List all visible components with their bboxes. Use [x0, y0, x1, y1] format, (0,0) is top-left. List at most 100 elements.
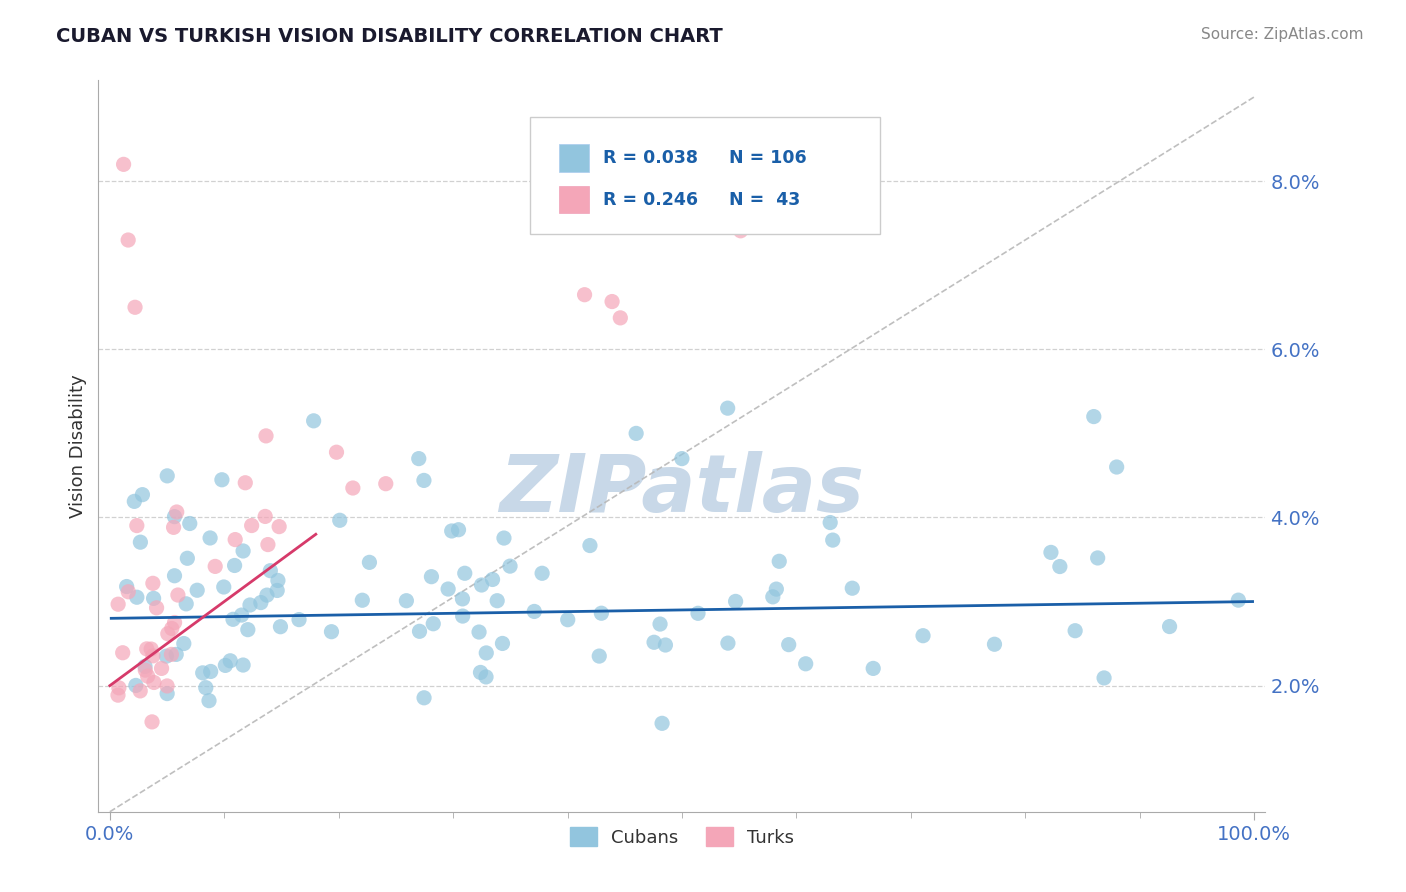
Point: [765, 582, 787, 596]
Point: [131, 488, 153, 502]
Point: [359, 555, 381, 569]
Point: [166, 505, 188, 519]
Point: [1227, 593, 1250, 607]
Text: ZIPatlas: ZIPatlas: [499, 450, 865, 529]
Point: [408, 624, 430, 639]
Point: [135, 641, 157, 656]
Point: [224, 533, 246, 547]
Point: [160, 648, 183, 662]
Point: [1049, 559, 1071, 574]
Point: [134, 659, 156, 673]
Point: [232, 658, 254, 673]
Point: [768, 554, 790, 568]
Point: [174, 597, 197, 611]
Point: [224, 558, 246, 573]
Point: [115, 580, 138, 594]
Point: [267, 574, 290, 588]
Point: [212, 580, 235, 594]
Point: [413, 474, 436, 488]
Point: [447, 523, 470, 537]
Point: [557, 613, 579, 627]
Point: [108, 681, 131, 695]
Point: [600, 294, 623, 309]
Point: [167, 588, 190, 602]
Point: [579, 539, 602, 553]
Point: [821, 533, 844, 547]
Point: [125, 678, 148, 692]
Point: [451, 591, 474, 606]
Point: [124, 494, 146, 508]
Point: [591, 606, 613, 620]
Point: [236, 623, 259, 637]
Point: [413, 690, 436, 705]
Point: [139, 642, 162, 657]
Text: Source: ZipAtlas.com: Source: ZipAtlas.com: [1201, 27, 1364, 42]
Point: [470, 578, 492, 592]
Point: [129, 535, 152, 549]
Point: [107, 688, 129, 702]
Point: [481, 573, 503, 587]
Point: [492, 531, 515, 545]
Point: [302, 414, 325, 428]
Point: [395, 593, 418, 607]
Point: [136, 669, 159, 683]
Point: [117, 584, 139, 599]
Point: [475, 670, 498, 684]
Point: [1092, 671, 1115, 685]
Point: [352, 593, 374, 607]
Point: [179, 516, 201, 531]
Point: [325, 445, 347, 459]
FancyBboxPatch shape: [530, 117, 880, 234]
Point: [163, 509, 186, 524]
Point: [219, 654, 242, 668]
Point: [232, 544, 254, 558]
Text: R = 0.246: R = 0.246: [603, 191, 697, 209]
Point: [794, 657, 817, 671]
Point: [222, 612, 245, 626]
Point: [1039, 545, 1062, 559]
Point: [491, 636, 513, 650]
Point: [730, 224, 752, 238]
Point: [214, 658, 236, 673]
Point: [173, 636, 195, 650]
Point: [124, 300, 146, 314]
Point: [162, 520, 184, 534]
Point: [523, 604, 546, 618]
Point: [266, 583, 288, 598]
Point: [717, 636, 740, 650]
FancyBboxPatch shape: [560, 186, 589, 213]
Point: [724, 594, 747, 608]
Point: [717, 401, 740, 416]
Point: [454, 566, 477, 581]
Point: [983, 637, 1005, 651]
Point: [125, 591, 148, 605]
Point: [142, 591, 165, 606]
Point: [156, 468, 179, 483]
Point: [374, 476, 396, 491]
Point: [211, 473, 233, 487]
Point: [1087, 550, 1109, 565]
Point: [762, 590, 785, 604]
Text: N =  43: N = 43: [728, 191, 800, 209]
Point: [233, 475, 256, 490]
Point: [1083, 409, 1105, 424]
Point: [200, 665, 222, 679]
Point: [204, 559, 226, 574]
Point: [486, 593, 509, 607]
Point: [165, 648, 187, 662]
Point: [198, 693, 221, 707]
Point: [329, 513, 352, 527]
Legend: Cubans, Turks: Cubans, Turks: [562, 820, 801, 854]
Point: [269, 620, 291, 634]
Point: [155, 649, 177, 664]
Point: [531, 566, 554, 581]
Point: [1105, 460, 1128, 475]
Point: [1064, 624, 1087, 638]
Point: [818, 516, 841, 530]
Point: [468, 625, 491, 640]
Point: [420, 569, 443, 583]
Point: [475, 646, 498, 660]
Point: [134, 663, 156, 677]
Point: [231, 608, 253, 623]
Point: [163, 568, 186, 582]
